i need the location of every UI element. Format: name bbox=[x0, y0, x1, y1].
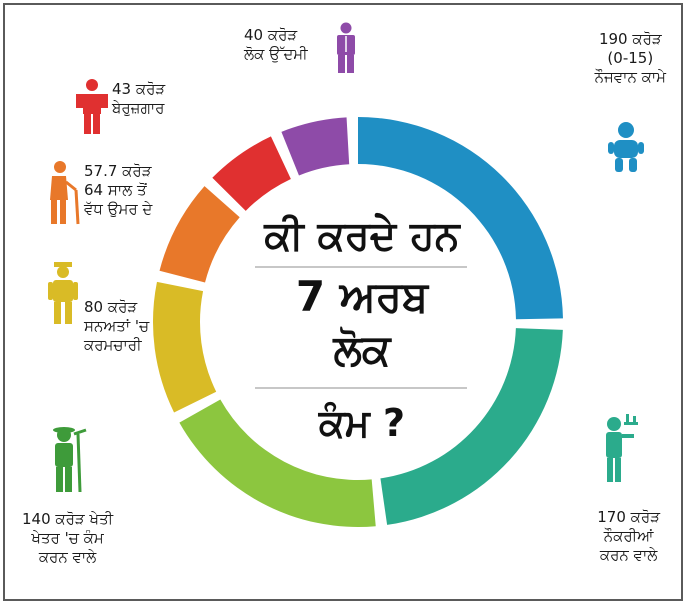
label-young-age: (0-15) bbox=[607, 49, 654, 67]
label-farm-text-1: ਖੇਤਰ 'ਚ ਕੰਮ bbox=[31, 529, 104, 547]
baby-icon bbox=[608, 122, 644, 172]
label-jobs-text-2: ਕਰਨ ਵਾਲੇ bbox=[599, 546, 658, 564]
label-industry-staff: 80 ਕਰੋੜ ਸਨਅਤਾਂ 'ਚ ਕਰਮਚਾਰੀ bbox=[84, 298, 149, 355]
label-young-text: ਨੌਜਵਾਨ ਕਾਮੇ bbox=[594, 68, 666, 86]
waiter-icon bbox=[606, 414, 638, 482]
segment-job-holders bbox=[380, 328, 563, 525]
label-staff-text-1: ਸਨਅਤਾਂ 'ਚ bbox=[84, 317, 150, 335]
label-unemployed-value: 43 ਕਰੋੜ bbox=[112, 80, 166, 98]
label-elderly-text-1: 64 ਸਾਲ ਤੋਂ bbox=[84, 181, 147, 199]
label-staff-text-2: ਕਰਮਚਾਰੀ bbox=[84, 336, 142, 354]
segment-young-workers bbox=[358, 117, 563, 320]
title-rule-top bbox=[255, 266, 467, 268]
elderly-person-icon bbox=[50, 161, 80, 225]
label-unemployed: 43 ਕਰੋੜ ਬੇਰੁਜ਼ਗਾਰ bbox=[112, 80, 165, 118]
segment-entrepreneurs bbox=[281, 117, 350, 176]
title-line-3: ਲੋਕ bbox=[333, 325, 391, 374]
farmer-icon bbox=[53, 427, 87, 493]
label-young-value: 190 ਕਰੋੜ bbox=[598, 30, 662, 48]
label-entrepreneur-value: 40 ਕਰੋੜ bbox=[244, 26, 298, 44]
label-entrepreneurs: 40 ਕਰੋੜ ਲੋਕ ਉੱਦਮੀ bbox=[244, 26, 308, 64]
label-farm-workers: 140 ਕਰੋੜ ਖੇਤੀ ਖੇਤਰ 'ਚ ਕੰਮ ਕਰਨ ਵਾਲੇ bbox=[22, 510, 113, 567]
label-young-workers: 190 ਕਰੋੜ (0-15) ਨੌਜਵਾਨ ਕਾਮੇ bbox=[595, 30, 666, 87]
label-staff-value: 80 ਕਰੋੜ bbox=[84, 298, 138, 316]
worker-icon bbox=[48, 262, 78, 324]
label-unemployed-text: ਬੇਰੁਜ਼ਗਾਰ bbox=[112, 99, 165, 117]
businessman-icon bbox=[337, 22, 355, 73]
title-line-2: 7 ਅਰਬ bbox=[295, 272, 429, 321]
label-elderly-text-2: ਵੱਧ ਉਮਰ ਦੇ bbox=[84, 200, 153, 218]
label-jobs-text-1: ਨੌਕਰੀਆਂ bbox=[603, 527, 654, 545]
label-farm-text-2: ਕਰਨ ਵਾਲੇ bbox=[38, 548, 97, 566]
segment-unemployed bbox=[212, 136, 291, 211]
segment-industry-staff bbox=[152, 281, 217, 413]
frame-border bbox=[3, 3, 683, 601]
label-farm-value: 140 ਕਰੋੜ ਖੇਤੀ bbox=[22, 510, 114, 528]
segment-farm-workers bbox=[179, 399, 376, 528]
label-elderly-value: 57.7 ਕਰੋੜ bbox=[84, 162, 152, 180]
label-entrepreneur-text: ਲੋਕ ਉੱਦਮੀ bbox=[244, 45, 308, 63]
title-line-4: ਕੰਮ ? bbox=[318, 401, 406, 445]
label-elderly: 57.7 ਕਰੋੜ 64 ਸਾਲ ਤੋਂ ਵੱਧ ਉਮਰ ਦੇ bbox=[84, 162, 152, 219]
label-job-holders: 170 ਕਰੋੜ ਨੌਕਰੀਆਂ ਕਰਨ ਵਾਲੇ bbox=[597, 508, 660, 565]
title-rule-bottom bbox=[255, 387, 467, 389]
title-line-1: ਕੀ ਕਰਦੇ ਹਨ bbox=[264, 213, 460, 259]
segment-elderly bbox=[159, 186, 240, 283]
unemployed-person-icon bbox=[76, 79, 108, 134]
label-jobs-value: 170 ਕਰੋੜ bbox=[597, 508, 660, 526]
